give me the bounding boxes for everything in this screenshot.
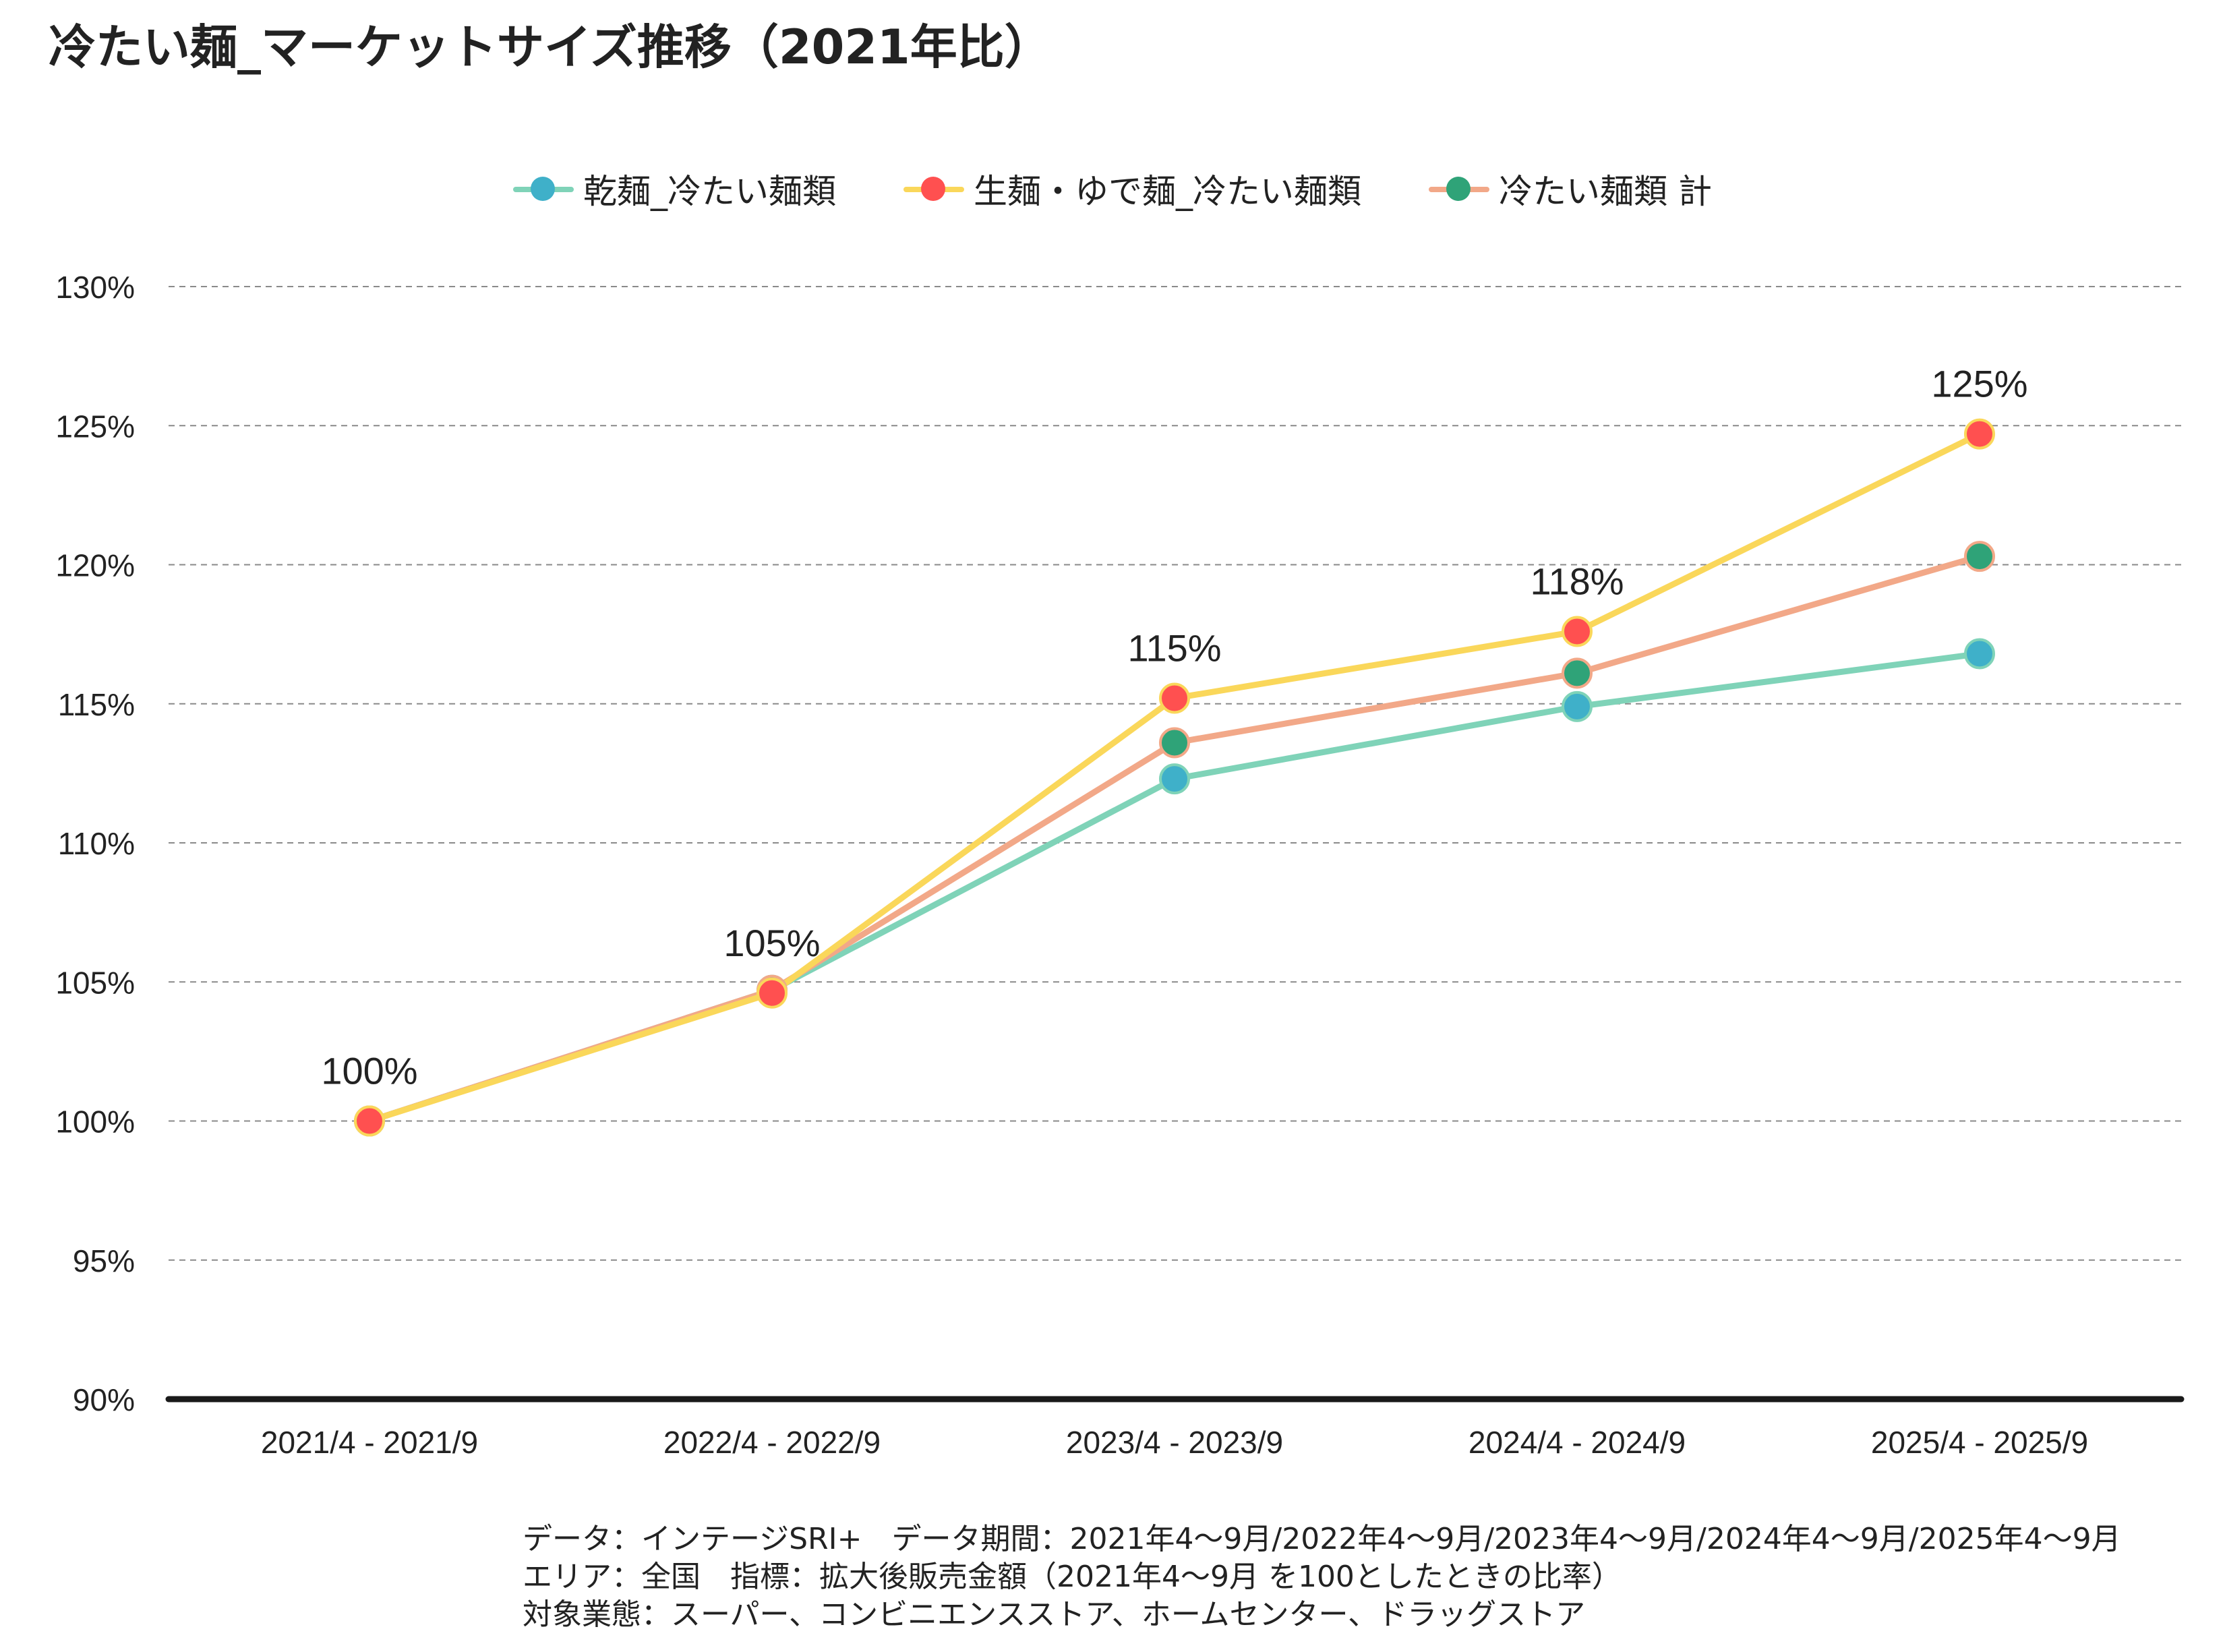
data-label: 100% [321, 1050, 417, 1092]
x-tick-label: 2025/4 - 2025/9 [1871, 1425, 2088, 1460]
data-point-2[interactable] [1964, 541, 1995, 572]
x-tick-label: 2023/4 - 2023/9 [1066, 1425, 1283, 1460]
line-chart: 90% 95% 100% 105% 110% 115% 120% 125% 130% 2021/4… [55, 270, 2185, 1460]
x-tick-label: 2024/4 - 2024/9 [1468, 1425, 1686, 1460]
data-point-1[interactable] [354, 1105, 385, 1137]
data-point-1[interactable] [1159, 682, 1190, 714]
data-point-2[interactable] [1562, 657, 1593, 689]
y-tick-label: 100% [55, 1104, 135, 1140]
data-point-1[interactable] [756, 977, 788, 1009]
legend-item-dry-noodles[interactable]: 乾麺_冷たい麺類 [513, 165, 836, 213]
data-point-2[interactable] [1159, 727, 1190, 759]
series-line-0 [366, 651, 1983, 1124]
y-tick-label: 105% [55, 965, 135, 1000]
x-tick-label: 2022/4 - 2022/9 [663, 1425, 881, 1460]
legend-label-fresh-noodles: 生麺・ゆで麺_冷たい麺類 [974, 172, 1362, 211]
y-tick-label: 125% [55, 409, 135, 444]
footnote-data-source: データ：インテージSRI+ データ期間：2021年4〜9月/2022年4〜9月/… [523, 1522, 2121, 1556]
y-tick-label: 90% [73, 1382, 135, 1417]
legend-swatch-dry-noodles [513, 175, 574, 202]
legend-item-fresh-noodles[interactable]: 生麺・ゆで麺_冷たい麺類 [903, 165, 1361, 213]
legend-swatch-total [1429, 175, 1490, 202]
legend-label-dry-noodles: 乾麺_冷たい麺類 [583, 172, 837, 211]
data-label: 125% [1931, 363, 2027, 405]
data-point-1[interactable] [1562, 616, 1593, 647]
legend-label-total: 冷たい麺類 計 [1499, 172, 1712, 211]
legend-swatch-fresh-noodles [903, 175, 965, 202]
data-point-1[interactable] [1964, 418, 1995, 450]
y-tick-label: 110% [58, 826, 135, 861]
data-point-0[interactable] [1964, 638, 1995, 670]
y-tick-label: 130% [55, 270, 135, 305]
legend-item-total[interactable]: 冷たい麺類 計 [1429, 165, 1712, 213]
data-label: 105% [723, 922, 820, 964]
footnote-area-metric: エリア：全国 指標：拡大後販売金額（2021年4〜9月 を100としたときの比率… [523, 1560, 1622, 1594]
chart-legend: 乾麺_冷たい麺類 生麺・ゆで麺_冷たい麺類 冷たい麺類 計 [0, 162, 2225, 216]
chart-title: 冷たい麺_マーケットサイズ推移（2021年比） [49, 20, 1052, 75]
footnote-channels: 対象業態：スーパー、コンビニエンスストア、ホームセンター、ドラッグストア [523, 1597, 1586, 1632]
x-tick-label: 2021/4 - 2021/9 [261, 1425, 478, 1460]
data-point-0[interactable] [1562, 690, 1593, 722]
y-tick-label: 115% [58, 687, 135, 722]
data-point-0[interactable] [1159, 763, 1190, 795]
y-tick-label: 95% [73, 1243, 135, 1278]
data-label: 115% [1127, 627, 1221, 670]
y-tick-label: 120% [55, 548, 135, 583]
data-label: 118% [1530, 560, 1624, 603]
footnote: データ：インテージSRI+ データ期間：2021年4〜9月/2022年4〜9月/… [523, 1521, 2121, 1634]
